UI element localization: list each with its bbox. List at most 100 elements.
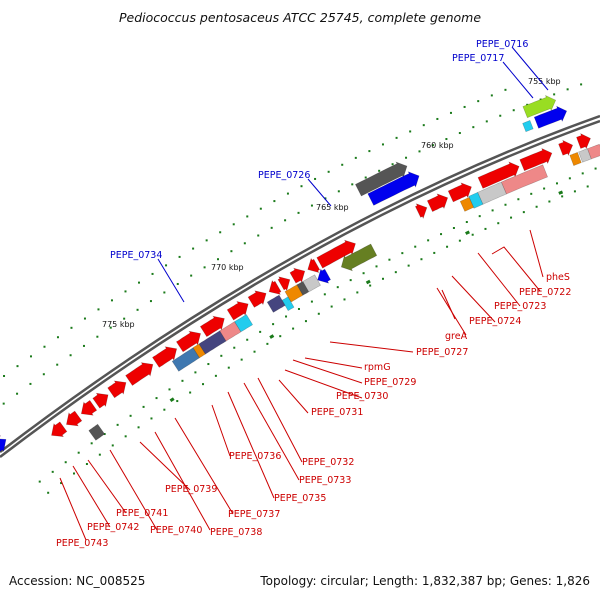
gene-feature[interactable] [219, 321, 242, 342]
gene-label[interactable]: pheS [546, 272, 570, 283]
gene-feature[interactable] [317, 268, 332, 284]
gene-label[interactable]: PEPE_0739 [165, 484, 217, 495]
gene-feature[interactable] [459, 197, 474, 212]
gene-feature[interactable] [80, 399, 98, 416]
gene-feature[interactable] [234, 314, 254, 333]
guide-dot [512, 109, 515, 112]
gene-label[interactable]: PEPE_0740 [150, 525, 202, 536]
gene-label[interactable]: PEPE_0733 [299, 475, 351, 486]
guide-dot [259, 330, 262, 333]
gene-label[interactable]: PEPE_0735 [274, 493, 326, 504]
gene-feature[interactable] [107, 380, 127, 399]
gene-feature[interactable] [226, 301, 249, 321]
gene-label[interactable]: PEPE_0730 [336, 391, 388, 402]
gene-feature[interactable] [468, 192, 484, 209]
gene-feature[interactable] [66, 410, 83, 427]
guide-dot [110, 299, 113, 302]
gene-feature[interactable] [522, 94, 557, 119]
guide-dot [202, 383, 205, 386]
kbp-tick [558, 190, 564, 195]
gene-label[interactable]: PEPE_0737 [228, 509, 280, 520]
guide-dot [246, 338, 249, 341]
gene-label[interactable]: greA [445, 331, 468, 342]
gene-feature[interactable] [587, 143, 600, 160]
guide-dot [207, 363, 210, 366]
gene-feature[interactable] [199, 315, 225, 337]
gene-feature[interactable] [152, 346, 178, 368]
gene-label[interactable]: PEPE_0727 [416, 347, 468, 358]
gene-label[interactable]: PEPE_0726 [258, 170, 310, 181]
gene-label[interactable]: PEPE_0716 [476, 39, 528, 50]
gene-label[interactable]: PEPE_0722 [519, 287, 571, 298]
guide-dot [246, 215, 249, 218]
gene-feature[interactable] [284, 284, 304, 303]
guide-dot [472, 126, 475, 129]
gene-feature[interactable] [277, 276, 291, 292]
kbp-tick [465, 230, 470, 235]
gene-label[interactable]: PEPE_0741 [116, 508, 168, 519]
gene-feature[interactable] [281, 296, 295, 311]
gene-feature[interactable] [198, 330, 227, 355]
gene-feature[interactable] [316, 239, 356, 269]
gene-feature[interactable] [415, 203, 428, 220]
gene-feature[interactable] [51, 421, 68, 437]
gene-feature[interactable] [302, 274, 321, 293]
gene-feature[interactable] [477, 181, 507, 205]
gene-feature[interactable] [289, 267, 306, 284]
gene-label[interactable]: PEPE_0724 [469, 316, 521, 327]
gene-feature[interactable] [296, 281, 310, 296]
gene-feature[interactable] [447, 182, 472, 203]
gene-feature[interactable] [0, 438, 7, 453]
gene-feature[interactable] [92, 392, 109, 409]
guide-dot [220, 354, 223, 357]
guide-dot [388, 258, 391, 261]
gene-feature[interactable] [0, 426, 1, 443]
gene-feature[interactable] [426, 193, 449, 212]
gene-label[interactable]: PEPE_0723 [494, 301, 546, 312]
gene-feature[interactable] [268, 279, 282, 295]
gene-feature[interactable] [519, 147, 553, 172]
gene-label[interactable]: PEPE_0742 [87, 522, 139, 533]
gene-feature[interactable] [367, 171, 420, 206]
guide-dot [243, 242, 246, 245]
gene-feature[interactable] [88, 423, 106, 441]
guide-dot [431, 144, 434, 147]
gene-feature[interactable] [266, 294, 286, 313]
guide-dot [38, 480, 41, 483]
gene-label[interactable]: rpmG [364, 362, 391, 373]
guide-dot [203, 266, 206, 269]
gene-label[interactable]: PEPE_0738 [210, 527, 262, 538]
gene-feature[interactable] [522, 119, 534, 133]
guide-dot [555, 182, 558, 185]
gene-feature[interactable] [340, 243, 378, 272]
guide-dot [330, 305, 333, 308]
gene-label[interactable]: PEPE_0743 [56, 538, 108, 549]
guide-dot [138, 281, 141, 284]
gene-label[interactable]: PEPE_0729 [364, 377, 416, 388]
gene-label[interactable]: PEPE_0732 [302, 457, 354, 468]
gene-label[interactable]: PEPE_0736 [229, 451, 281, 462]
gene-feature[interactable] [354, 161, 408, 197]
gene-label[interactable]: PEPE_0734 [110, 250, 162, 261]
gene-feature[interactable] [500, 164, 548, 195]
guide-dot [189, 391, 192, 394]
bottom-leader-lines [59, 229, 544, 541]
gene-feature[interactable] [569, 152, 582, 166]
gene-feature[interactable] [576, 133, 591, 150]
gene-feature[interactable] [175, 330, 201, 353]
gene-feature[interactable] [307, 257, 321, 273]
guide-dot [214, 374, 217, 377]
gene-label[interactable]: PEPE_0731 [311, 407, 363, 418]
guide-dot [292, 327, 295, 330]
gene-feature[interactable] [125, 362, 154, 386]
gene-feature[interactable] [171, 347, 200, 372]
gene-feature[interactable] [558, 139, 574, 157]
gene-feature[interactable] [533, 105, 568, 129]
gene-feature[interactable] [247, 290, 267, 308]
gene-feature[interactable] [192, 343, 206, 359]
guide-dot [368, 150, 371, 153]
gene-label[interactable]: PEPE_0717 [452, 53, 504, 64]
guide-dot [484, 227, 487, 230]
guide-dot [304, 320, 307, 323]
gene-feature[interactable] [477, 161, 520, 189]
